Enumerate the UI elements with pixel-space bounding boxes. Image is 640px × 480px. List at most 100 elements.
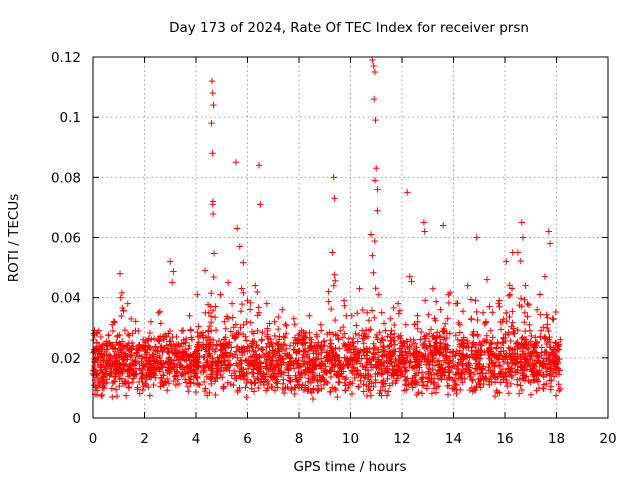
data-point — [106, 356, 113, 364]
data-point — [116, 382, 123, 390]
data-point — [264, 340, 272, 347]
data-point — [444, 364, 452, 371]
data-point — [333, 352, 341, 360]
data-point — [116, 375, 123, 383]
data-point — [446, 375, 453, 382]
data-point — [444, 391, 452, 398]
data-point — [543, 311, 550, 318]
data-point — [330, 348, 337, 356]
data-point — [144, 367, 151, 374]
data-point — [249, 354, 256, 361]
data-point — [295, 376, 302, 384]
data-point — [165, 358, 172, 365]
data-point — [243, 394, 250, 401]
data-point — [477, 351, 484, 358]
data-point — [417, 336, 424, 343]
data-point — [521, 377, 529, 384]
data-point — [156, 354, 163, 362]
data-point — [418, 390, 426, 397]
data-point — [312, 360, 319, 368]
data-point — [403, 386, 410, 393]
chart-title: Day 173 of 2024, Rate Of TEC Index for r… — [169, 20, 529, 36]
data-point — [275, 325, 282, 333]
data-point — [547, 386, 554, 393]
data-point — [350, 364, 357, 371]
data-point — [514, 327, 521, 334]
data-point — [114, 332, 121, 340]
data-point — [468, 347, 475, 355]
data-point — [210, 101, 217, 109]
data-point — [479, 372, 487, 380]
data-point — [226, 339, 233, 346]
data-point — [269, 353, 277, 360]
data-point — [475, 360, 482, 367]
y-tick-label: 0.1 — [60, 110, 81, 126]
data-point — [97, 364, 105, 371]
data-point — [527, 391, 535, 398]
data-point — [192, 388, 200, 396]
data-point — [97, 333, 105, 341]
data-point — [291, 390, 298, 398]
data-point — [536, 291, 544, 298]
data-point — [136, 341, 143, 348]
data-point — [105, 331, 112, 339]
data-point — [243, 379, 250, 387]
data-point — [476, 369, 484, 377]
data-point — [360, 346, 368, 353]
data-point — [286, 377, 293, 384]
data-point — [187, 326, 195, 333]
data-point — [345, 381, 353, 388]
data-point — [503, 309, 510, 317]
data-point — [417, 328, 425, 336]
data-point — [179, 366, 187, 373]
data-point — [517, 257, 524, 265]
data-point — [556, 385, 564, 392]
data-point — [220, 367, 228, 374]
data-point — [342, 341, 349, 349]
data-point — [385, 388, 392, 395]
data-point — [156, 333, 164, 340]
data-point — [356, 370, 364, 377]
data-point — [97, 392, 105, 400]
data-point — [192, 348, 199, 355]
data-point — [161, 331, 169, 339]
data-point — [411, 353, 418, 361]
data-point — [364, 333, 372, 341]
data-point — [247, 299, 254, 307]
data-point — [368, 307, 376, 314]
data-point — [110, 377, 118, 385]
data-point — [320, 381, 328, 388]
data-point — [432, 339, 439, 346]
data-point — [164, 387, 171, 394]
data-point — [208, 77, 216, 85]
data-point — [230, 323, 237, 331]
data-point — [100, 358, 107, 366]
data-point — [336, 379, 343, 386]
data-point — [186, 312, 193, 319]
data-point — [452, 332, 460, 339]
data-point — [359, 306, 366, 314]
data-point — [363, 361, 370, 369]
data-point — [486, 344, 493, 351]
data-point — [236, 384, 243, 392]
data-point — [223, 349, 231, 356]
data-point — [184, 383, 192, 390]
data-point — [329, 249, 336, 256]
data-point — [349, 369, 356, 377]
data-point — [555, 381, 562, 388]
data-point — [142, 351, 150, 358]
data-point — [156, 368, 164, 375]
data-point — [240, 321, 247, 328]
data-point — [521, 336, 528, 343]
y-tick-label: 0.06 — [51, 231, 81, 247]
data-point — [546, 333, 553, 341]
data-point — [393, 369, 401, 376]
data-point — [135, 347, 142, 354]
data-point — [392, 357, 400, 365]
data-point — [418, 376, 425, 383]
data-point — [519, 364, 526, 371]
data-point — [377, 387, 384, 394]
x-tick-label: 16 — [496, 431, 513, 447]
data-point — [388, 341, 395, 349]
data-point — [115, 363, 122, 371]
